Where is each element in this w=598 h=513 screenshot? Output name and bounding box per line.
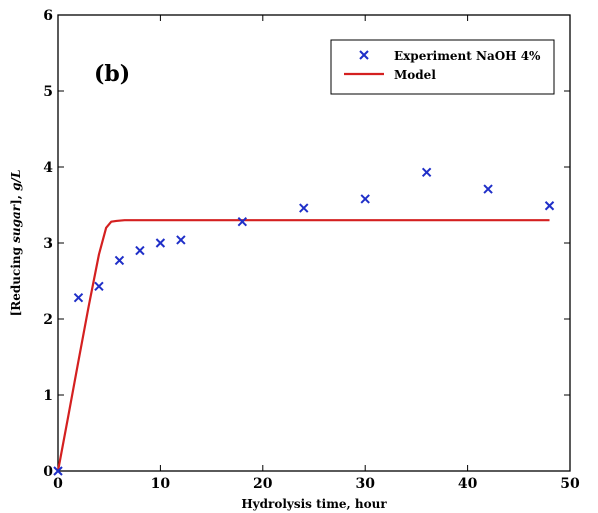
data-point-x10 — [155, 238, 166, 248]
data-point-stroke-b — [73, 293, 84, 303]
y-axis-title-part-1: [Reducing — [9, 243, 23, 317]
legend: Experiment NaOH 4% Model — [330, 39, 555, 95]
data-point-x6 — [114, 255, 125, 266]
y-tick-label-4: 4 — [43, 160, 53, 176]
legend-marker-stroke-b — [359, 50, 369, 60]
data-point-stroke-b — [176, 235, 186, 245]
data-point-x42 — [483, 184, 493, 194]
data-point-x8 — [135, 245, 145, 256]
data-point-x4 — [94, 281, 104, 292]
y-tick-label-2: 2 — [43, 312, 53, 328]
data-point-x24 — [299, 203, 309, 213]
data-point-x30 — [360, 194, 370, 204]
legend-label-experiment: Experiment NaOH 4% — [394, 49, 541, 63]
data-point-stroke-b — [421, 167, 432, 178]
data-point-x12 — [176, 235, 186, 245]
data-point-stroke-b — [155, 238, 166, 248]
series-layer — [53, 167, 555, 476]
data-point-stroke-b — [94, 281, 104, 292]
panel-label: (b) — [94, 61, 130, 87]
x-axis-title: Hydrolysis time, hour — [241, 497, 387, 511]
data-point-stroke-b — [544, 201, 555, 211]
data-point-stroke-b — [360, 194, 370, 204]
y-axis-title-part-4: g/L — [9, 170, 23, 191]
y-tick-label-5: 5 — [43, 84, 53, 100]
data-point-stroke-b — [53, 466, 63, 476]
tick-labels: 0 10 20 30 40 50 0 1 2 3 4 5 6 — [43, 8, 580, 492]
x-tick-label-30: 30 — [355, 476, 375, 492]
y-axis-title: [Reducing sugar], g/L — [9, 170, 23, 317]
data-point-x18 — [237, 217, 248, 227]
y-tick-label-0: 0 — [43, 464, 53, 480]
x-tick-label-50: 50 — [560, 476, 580, 492]
x-tick-label-20: 20 — [253, 476, 273, 492]
x-tick-label-40: 40 — [458, 476, 478, 492]
y-axis-title-part-3: ], — [9, 191, 23, 205]
data-point-x2 — [73, 293, 84, 303]
y-axis-title-part-2: sugar — [9, 203, 23, 243]
data-point-stroke-b — [135, 245, 145, 256]
x-tick-label-0: 0 — [53, 476, 63, 492]
y-tick-label-1: 1 — [43, 388, 53, 404]
data-point-stroke-b — [114, 255, 125, 266]
data-point-x48 — [544, 201, 555, 211]
data-point-x0 — [53, 466, 63, 476]
legend-marker-x — [359, 50, 369, 60]
data-point-stroke-b — [237, 217, 248, 227]
data-point-stroke-b — [299, 203, 309, 213]
y-tick-label-3: 3 — [43, 236, 53, 252]
data-point-stroke-b — [483, 184, 493, 194]
model-line — [56, 219, 550, 472]
x-tick-label-10: 10 — [151, 476, 171, 492]
legend-label-model: Model — [394, 68, 436, 82]
legend-box — [330, 39, 555, 95]
data-point-x36 — [421, 167, 432, 178]
y-tick-label-6: 6 — [43, 8, 53, 24]
